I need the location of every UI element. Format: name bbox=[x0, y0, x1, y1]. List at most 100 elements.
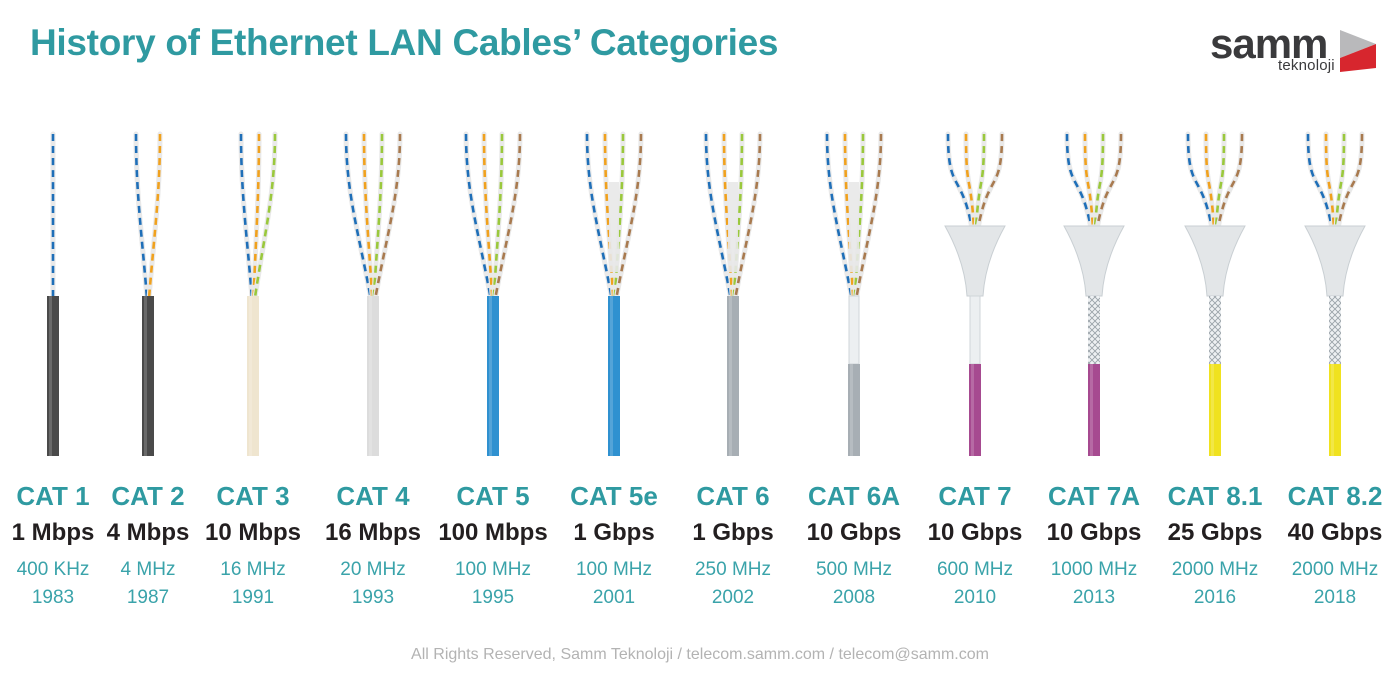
wire-blue-white bbox=[703, 131, 733, 299]
category-column: CAT 2 4 Mbps 4 MHz 1987 bbox=[83, 478, 213, 612]
category-name: CAT 6 bbox=[696, 481, 770, 511]
wire-orange-white bbox=[602, 131, 616, 299]
category-speed: 1 Gbps bbox=[692, 519, 774, 546]
category-speed: 4 Mbps bbox=[106, 519, 190, 546]
cable-separator bbox=[728, 182, 738, 272]
jacket-highlight bbox=[49, 296, 52, 456]
category-column: CAT 5 100 Mbps 100 MHz 1995 bbox=[428, 478, 558, 612]
wire-blue-white bbox=[133, 131, 150, 299]
pair-foil bbox=[1184, 225, 1246, 297]
cable-cat-6a bbox=[824, 131, 884, 456]
cable-separator bbox=[609, 182, 619, 272]
wire-blue-white bbox=[343, 131, 373, 299]
category-year: 2013 bbox=[1072, 587, 1116, 608]
jacket-highlight bbox=[1211, 364, 1214, 456]
wire-brown bbox=[1216, 133, 1244, 231]
jacket-highlight bbox=[729, 296, 732, 456]
category-year: 2002 bbox=[711, 587, 755, 608]
wire-orange-white bbox=[842, 131, 856, 299]
category-speed: 10 Gbps bbox=[927, 519, 1023, 546]
cable-illustrations bbox=[47, 131, 1366, 456]
wire-brown-white bbox=[373, 131, 403, 299]
wire-orange-white bbox=[146, 131, 163, 299]
category-frequency: 1000 MHz bbox=[1050, 559, 1138, 580]
wire-orange-white bbox=[721, 131, 735, 299]
wire-green bbox=[1334, 133, 1346, 231]
jacket-highlight bbox=[144, 296, 147, 456]
category-name: CAT 3 bbox=[216, 481, 290, 511]
category-frequency: 600 MHz bbox=[936, 559, 1014, 580]
cable-jacket bbox=[47, 296, 59, 456]
category-column: CAT 1 1 Mbps 400 KHz 1983 bbox=[0, 478, 118, 612]
category-column: CAT 6A 10 Gbps 500 MHz 2008 bbox=[789, 478, 919, 612]
jacket-highlight bbox=[249, 296, 252, 456]
wire-green-white bbox=[252, 131, 278, 299]
category-frequency: 2000 MHz bbox=[1171, 559, 1259, 580]
category-frequency: 2000 MHz bbox=[1291, 559, 1379, 580]
category-name: CAT 1 bbox=[16, 481, 90, 511]
wire-green-white bbox=[731, 131, 745, 299]
cable-jacket bbox=[142, 296, 154, 456]
wire-blue bbox=[1306, 133, 1334, 231]
wire-green-white bbox=[371, 131, 385, 299]
logo-wordmark: samm bbox=[1210, 20, 1328, 67]
category-frequency: 16 MHz bbox=[220, 559, 286, 580]
jacket-highlight bbox=[1331, 364, 1334, 456]
wire-brown-white bbox=[493, 131, 523, 299]
cable-cat-1 bbox=[47, 131, 59, 456]
category-name: CAT 7A bbox=[1048, 481, 1140, 511]
footer-copyright: All Rights Reserved, Samm Teknoloji / te… bbox=[411, 646, 989, 663]
cable-cat-8-2 bbox=[1304, 131, 1366, 456]
cable-jacket bbox=[1329, 364, 1341, 456]
wire-orange bbox=[1204, 133, 1216, 231]
cable-jacket bbox=[608, 296, 620, 456]
wire-green bbox=[974, 133, 986, 231]
category-speed: 1 Mbps bbox=[11, 519, 95, 546]
foil-shield bbox=[969, 295, 981, 365]
wire-brown-white bbox=[733, 131, 763, 299]
category-year: 1991 bbox=[231, 587, 275, 608]
cable-cat-6 bbox=[703, 131, 763, 456]
wire-orange bbox=[1324, 133, 1336, 231]
braid-shield bbox=[1329, 296, 1341, 364]
category-year: 1987 bbox=[126, 587, 170, 608]
category-speed: 1 Gbps bbox=[573, 519, 655, 546]
jacket-highlight bbox=[610, 296, 613, 456]
wire-orange bbox=[964, 133, 976, 231]
cable-jacket bbox=[1209, 364, 1221, 456]
cable-jacket bbox=[727, 296, 739, 456]
category-frequency: 20 MHz bbox=[340, 559, 406, 580]
category-speed: 10 Gbps bbox=[1046, 519, 1142, 546]
wire-orange bbox=[1083, 133, 1095, 231]
foil-shield bbox=[848, 295, 860, 365]
cable-jacket bbox=[1088, 364, 1100, 456]
wire-brown bbox=[1336, 133, 1364, 231]
logo-mark-icon bbox=[1340, 30, 1376, 72]
wire-green-white bbox=[852, 131, 866, 299]
category-frequency: 100 MHz bbox=[454, 559, 532, 580]
category-column: CAT 8.1 25 Gbps 2000 MHz 2016 bbox=[1150, 478, 1280, 612]
wire-green-white bbox=[491, 131, 505, 299]
category-name: CAT 5e bbox=[570, 481, 658, 511]
category-year: 1995 bbox=[471, 587, 515, 608]
cable-cat-7a bbox=[1063, 131, 1125, 456]
cable-cat-7 bbox=[944, 131, 1006, 456]
cable-separator bbox=[849, 182, 859, 272]
braid-shield bbox=[1088, 296, 1100, 364]
category-frequency: 100 MHz bbox=[575, 559, 653, 580]
cable-jacket bbox=[367, 296, 379, 456]
logo-subtitle: teknoloji bbox=[1278, 57, 1335, 74]
wire-blue bbox=[1186, 133, 1214, 231]
category-year: 1993 bbox=[351, 587, 395, 608]
wire-blue-white bbox=[238, 131, 255, 299]
category-frequency: 400 KHz bbox=[16, 559, 90, 580]
wire-blue bbox=[1065, 133, 1093, 231]
category-column: CAT 5e 1 Gbps 100 MHz 2001 bbox=[549, 478, 679, 612]
pair-foil bbox=[1304, 225, 1366, 297]
wire-green bbox=[1093, 133, 1105, 231]
cable-cat-4 bbox=[343, 131, 403, 456]
wire-blue-white bbox=[463, 131, 493, 299]
category-year: 2016 bbox=[1193, 587, 1237, 608]
category-speed: 16 Mbps bbox=[324, 519, 422, 546]
category-speed: 40 Gbps bbox=[1287, 519, 1383, 546]
